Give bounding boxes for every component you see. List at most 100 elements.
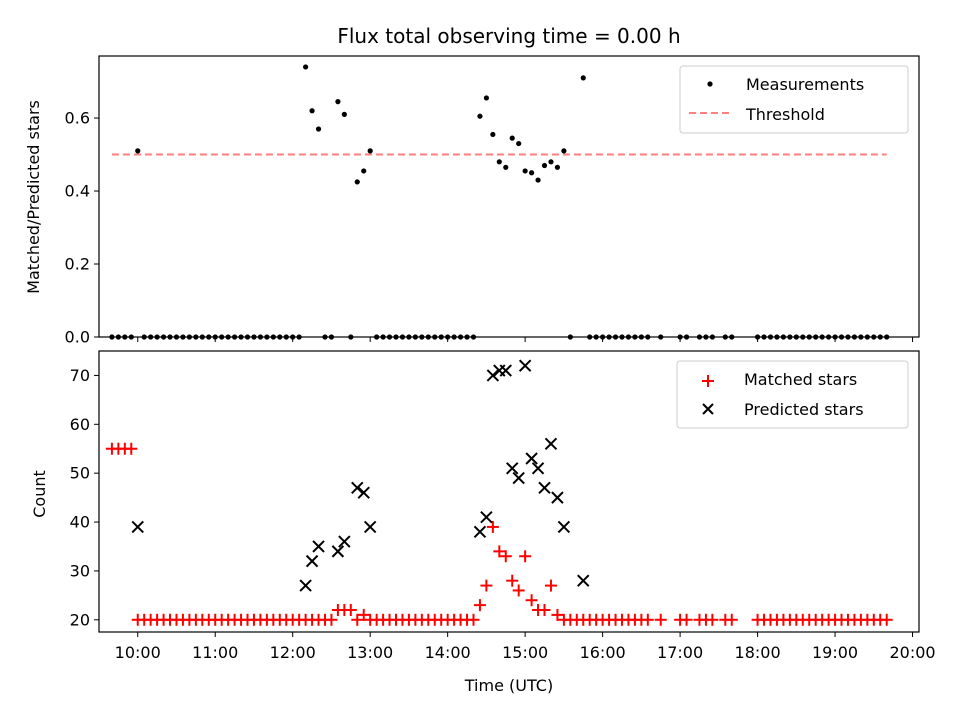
measurements-point [212, 334, 218, 340]
x-axis-label: Time (UTC) [464, 676, 553, 695]
measurements-point [477, 113, 483, 119]
measurements-point [470, 334, 477, 340]
measurements-point [877, 334, 883, 340]
measurements-point [309, 108, 315, 114]
count-legend: Matched stars Predicted stars [676, 360, 909, 429]
measurements-point [832, 334, 838, 340]
measurements-point [826, 334, 832, 340]
measurements-point [148, 334, 154, 340]
measurements-point [516, 140, 522, 147]
measurements-point [754, 334, 761, 340]
measurements-point [638, 334, 644, 340]
predicted-stars-point [363, 520, 377, 534]
measurements-point [193, 334, 199, 340]
measurements-point [541, 162, 548, 169]
matched-stars-point [486, 520, 499, 533]
predicted-stars-point [538, 481, 551, 495]
measurements-point [219, 334, 225, 340]
measurements-point [244, 334, 251, 340]
measurements-point [303, 64, 309, 70]
measurements-point [283, 334, 289, 340]
measurements-point [767, 334, 774, 340]
measurements-point [206, 334, 212, 340]
measurements-point [328, 334, 335, 340]
matched-stars-point [506, 574, 519, 587]
count-x-tick-label: 16:00 [580, 643, 626, 662]
ratio-y-tick-label: 0.4 [65, 182, 90, 201]
measurements-point [238, 334, 244, 340]
measurements-point [270, 334, 276, 340]
predicted-stars-point [480, 510, 493, 524]
matched-stars-point [480, 579, 493, 592]
predicted-stars-point [312, 540, 325, 553]
matched-stars-point [325, 613, 338, 626]
matched-legend-marker [702, 375, 714, 387]
matched-stars-point [125, 442, 138, 455]
matched-stars-point [725, 613, 738, 626]
measurements-point [122, 334, 128, 340]
count-x-tick-label: 19:00 [812, 643, 858, 662]
measurements-point [180, 334, 186, 340]
measurements-point [645, 334, 651, 340]
count-legend-box [676, 360, 909, 429]
ratio-y-tick-label: 0.0 [65, 328, 90, 347]
measurements-point [341, 111, 347, 117]
measurements-point [128, 334, 134, 340]
ratio-y-ticks: 0.0 0.2 0.4 0.6 [65, 109, 99, 347]
predicted-stars-point [351, 481, 364, 495]
count-y-tick-label: 20 [70, 610, 90, 629]
matched-stars-point [654, 613, 667, 626]
matched-stars-point [538, 604, 551, 617]
count-marks [105, 359, 893, 626]
count-y-tick-label: 50 [70, 464, 90, 483]
measurements-point [231, 334, 238, 340]
matched-stars-point [493, 545, 506, 558]
measurements-point [612, 334, 619, 340]
ratio-marks [109, 64, 890, 340]
count-x-tick-label: 13:00 [347, 643, 393, 662]
measurements-point [225, 334, 231, 340]
measurements-point [186, 334, 192, 340]
matched-stars-point [351, 613, 364, 626]
measurements-point [173, 334, 180, 340]
predicted-stars-point [518, 359, 532, 372]
measurements-point [438, 334, 444, 340]
count-x-tick-label: 15:00 [502, 643, 548, 662]
ratio-y-tick-label: 0.2 [65, 255, 90, 274]
count-x-tick-label: 10:00 [115, 643, 161, 662]
measurements-point [483, 95, 490, 101]
predicted-stars-point [506, 462, 519, 475]
measurements-point [399, 334, 406, 340]
measurements-point [619, 334, 625, 340]
measurements-point [838, 334, 845, 340]
measurements-point [115, 334, 121, 340]
measurements-point [277, 334, 283, 340]
measurements-point [606, 334, 612, 340]
ratio-y-axis-label: Matched/Predicted stars [24, 100, 43, 294]
measurements-point [199, 334, 205, 340]
measurements-point [296, 334, 302, 340]
predicted-stars-point [131, 520, 144, 534]
measurements-point [522, 168, 528, 174]
count-panel: 20 30 40 50 60 70 10:00 11:00 12:00 13:00 14:00 15… [30, 350, 936, 695]
matched-stars-point [706, 613, 719, 626]
measurements-point [780, 334, 787, 340]
matched-stars-point [519, 550, 532, 563]
predicted-stars-point [331, 545, 345, 558]
predicted-stars-point [357, 486, 370, 499]
measurements-point [658, 334, 664, 340]
measurements-point [625, 334, 632, 340]
measurements-point [419, 334, 425, 340]
measurements-point [393, 334, 399, 340]
measurements-point [587, 334, 593, 340]
chart-title: Flux total observing time = 0.00 h [337, 24, 680, 48]
measurements-point [774, 334, 780, 340]
measurements-point [264, 334, 270, 340]
measurements-point [380, 334, 386, 340]
predicted-stars-point [473, 525, 487, 539]
measurements-point [160, 334, 167, 340]
matched-stars-point [344, 604, 357, 617]
measurements-point [793, 334, 799, 340]
ratio-y-tick-label: 0.6 [65, 109, 90, 128]
count-x-tick-label: 12:00 [270, 643, 316, 662]
